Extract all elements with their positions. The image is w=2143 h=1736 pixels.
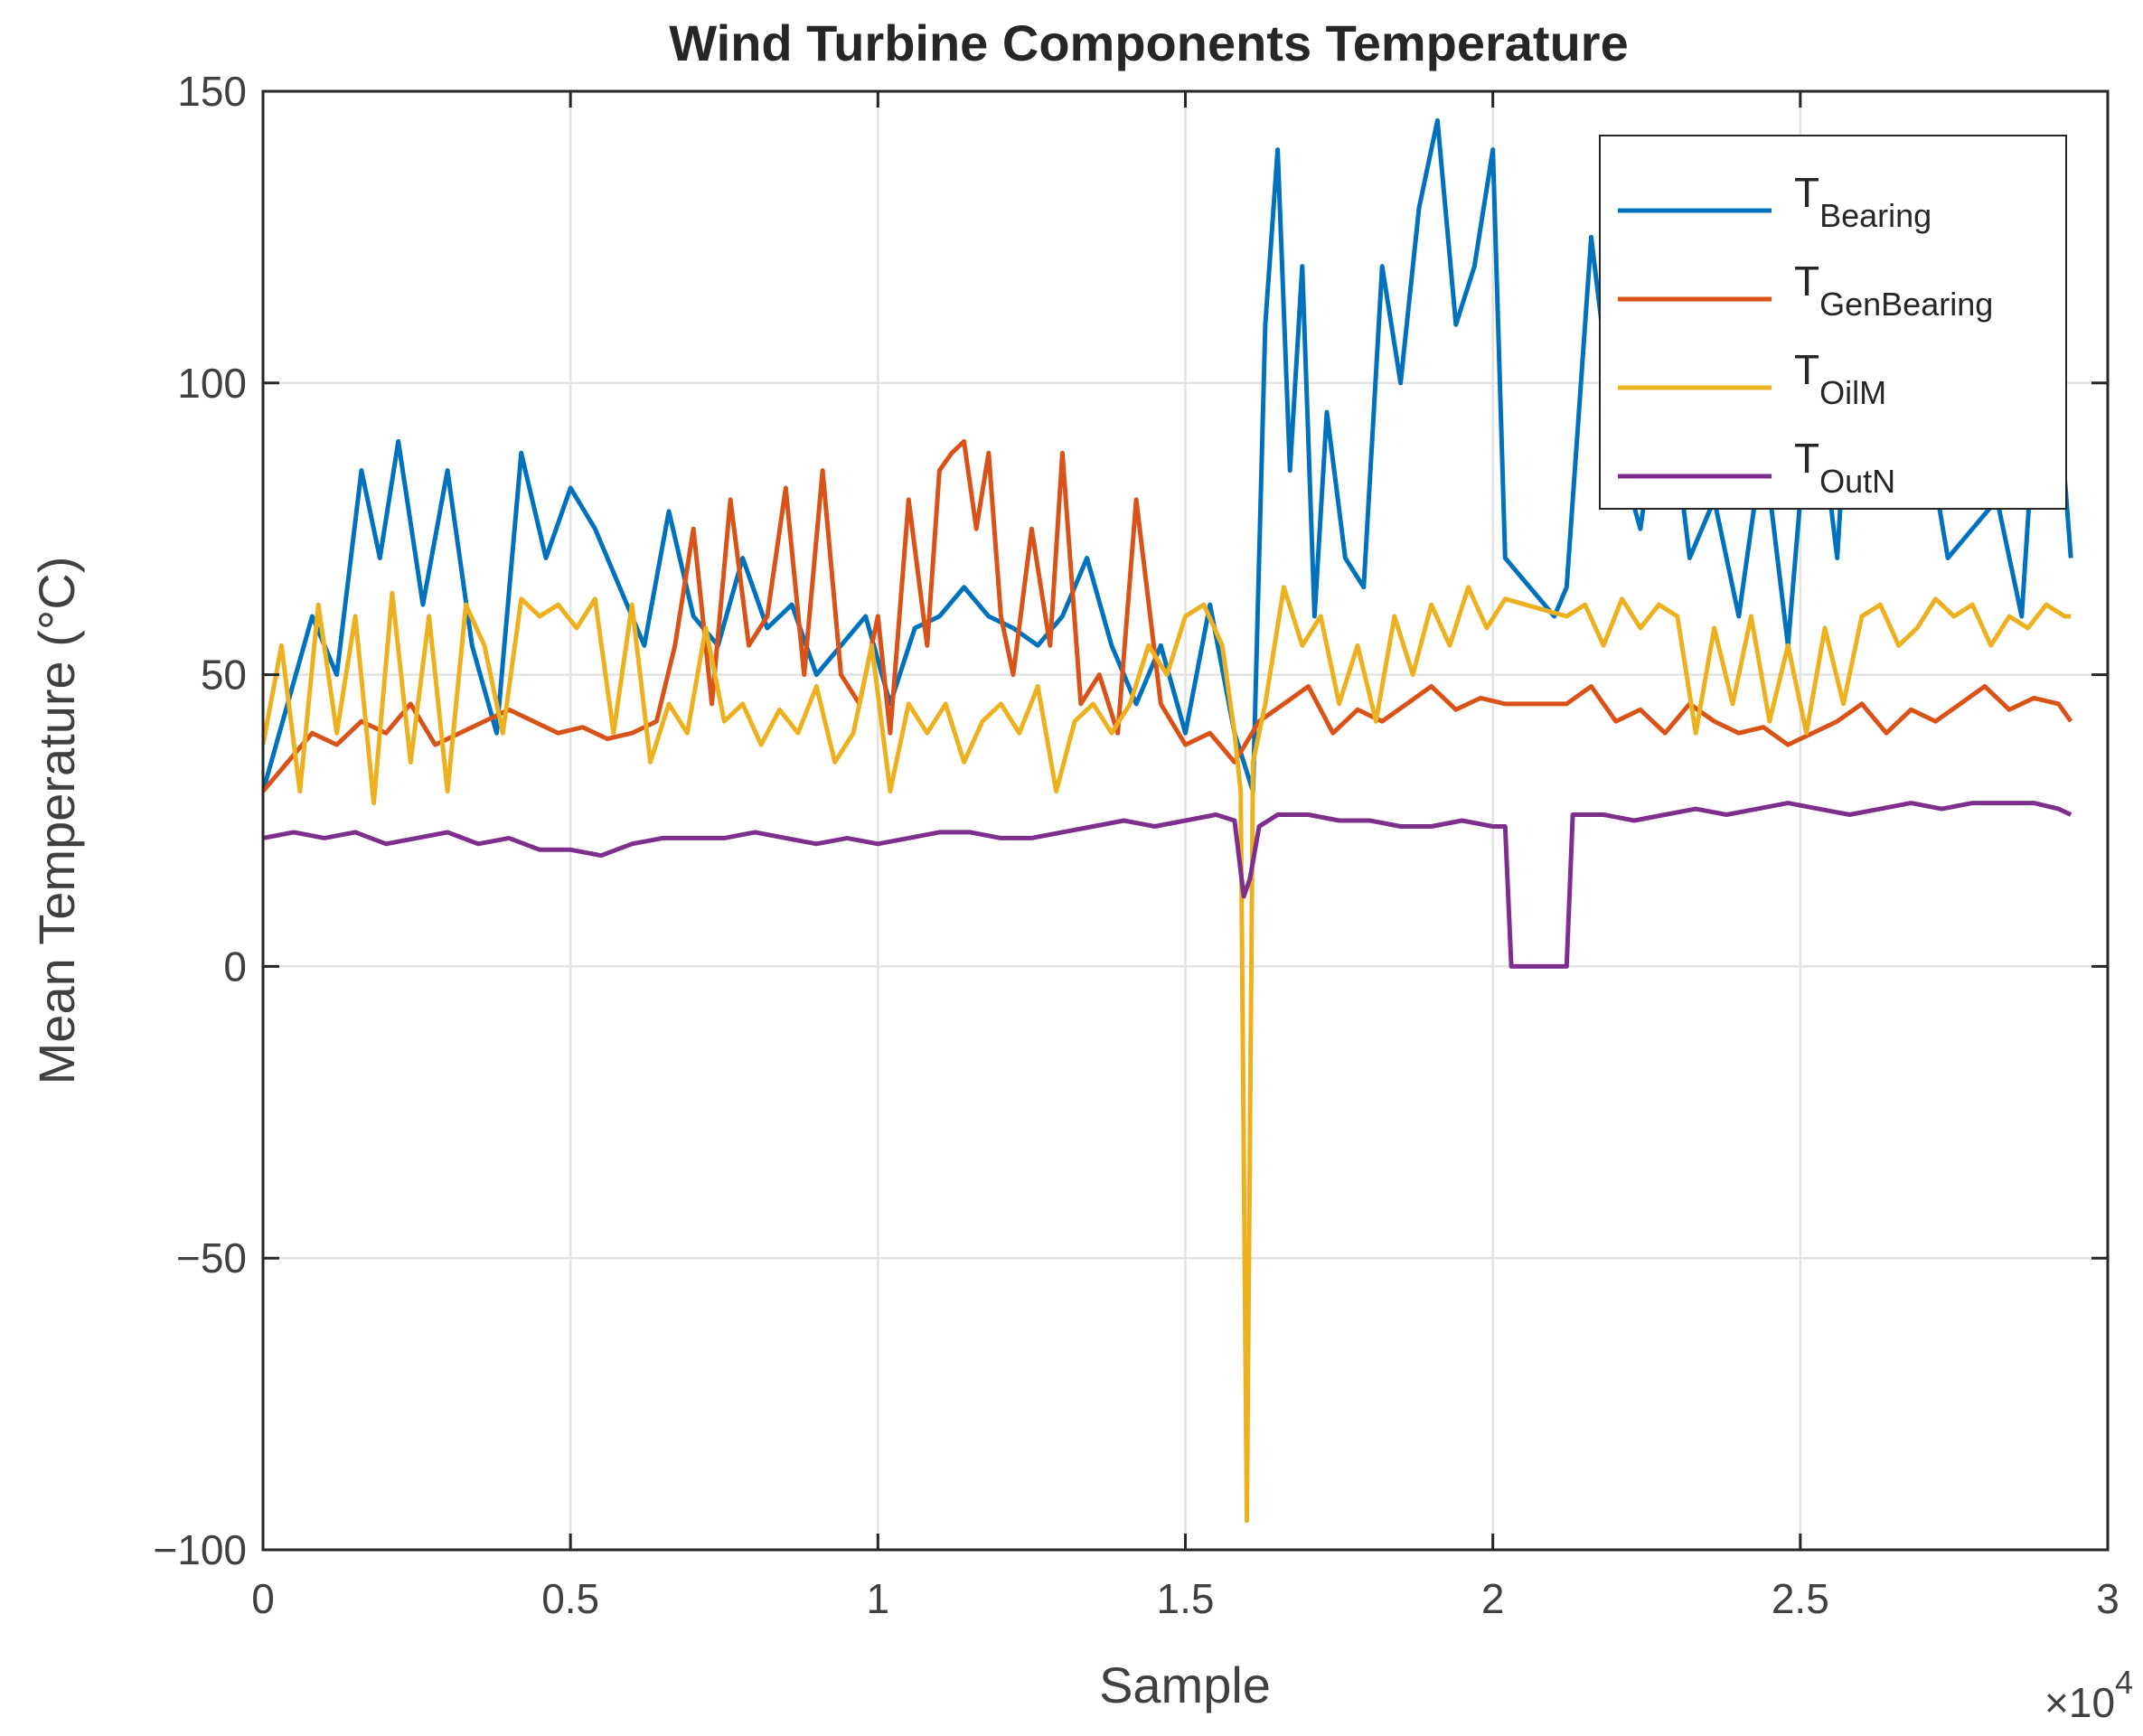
- x-tick-label: 1.5: [1157, 1575, 1215, 1622]
- x-tick-label: 3: [2096, 1575, 2120, 1622]
- series-line-oilm: [263, 585, 2072, 1524]
- legend-label-outn: TOutN: [1794, 435, 1895, 500]
- y-tick-label: −50: [176, 1234, 247, 1281]
- y-tick-label: 150: [177, 68, 247, 115]
- x-tick-labels: 0 0.5 1 1.5 2 2.5 3: [251, 1575, 2120, 1622]
- legend-label-genbearing: TGenBearing: [1794, 258, 1993, 323]
- legend-label-sub: OilM: [1819, 374, 1886, 411]
- y-tick-label: 100: [177, 360, 247, 407]
- x-exponent-power: 4: [2115, 1664, 2133, 1701]
- legend-label-main: T: [1794, 435, 1819, 482]
- x-tick-label: 2.5: [1772, 1575, 1829, 1622]
- legend-label-main: T: [1794, 258, 1819, 305]
- x-tick-label: 2: [1481, 1575, 1505, 1622]
- x-axis-title: Sample: [1099, 1656, 1271, 1713]
- chart-title: Wind Turbine Components Temperature: [669, 14, 1628, 71]
- legend-label-sub: Bearing: [1819, 197, 1932, 234]
- legend-label-sub: OutN: [1819, 463, 1895, 500]
- y-tick-label: −100: [153, 1526, 247, 1573]
- series-line-genbearing: [263, 438, 2073, 793]
- y-tick-label: 0: [223, 943, 247, 990]
- x-exponent-label: ×104: [2044, 1664, 2133, 1726]
- y-axis-title: Mean Temperature (°C): [28, 557, 85, 1085]
- legend-box: [1599, 135, 2067, 510]
- legend-label-main: T: [1794, 346, 1819, 393]
- y-tick-labels: −100 −50 0 50 100 150: [153, 68, 247, 1573]
- legend-label-bearing: TBearing: [1794, 169, 1932, 234]
- legend-label-oilm: TOilM: [1794, 346, 1886, 411]
- x-tick-label: 0.5: [541, 1575, 599, 1622]
- x-tick-label: 0: [251, 1575, 275, 1622]
- y-tick-label: 50: [201, 652, 247, 699]
- legend-label-sub: GenBearing: [1819, 286, 1993, 323]
- ticks: [261, 89, 2110, 1552]
- series-line-outn: [263, 801, 2073, 969]
- x-exponent-base: ×10: [2044, 1679, 2115, 1726]
- legend-label-main: T: [1794, 169, 1819, 216]
- x-tick-label: 1: [867, 1575, 890, 1622]
